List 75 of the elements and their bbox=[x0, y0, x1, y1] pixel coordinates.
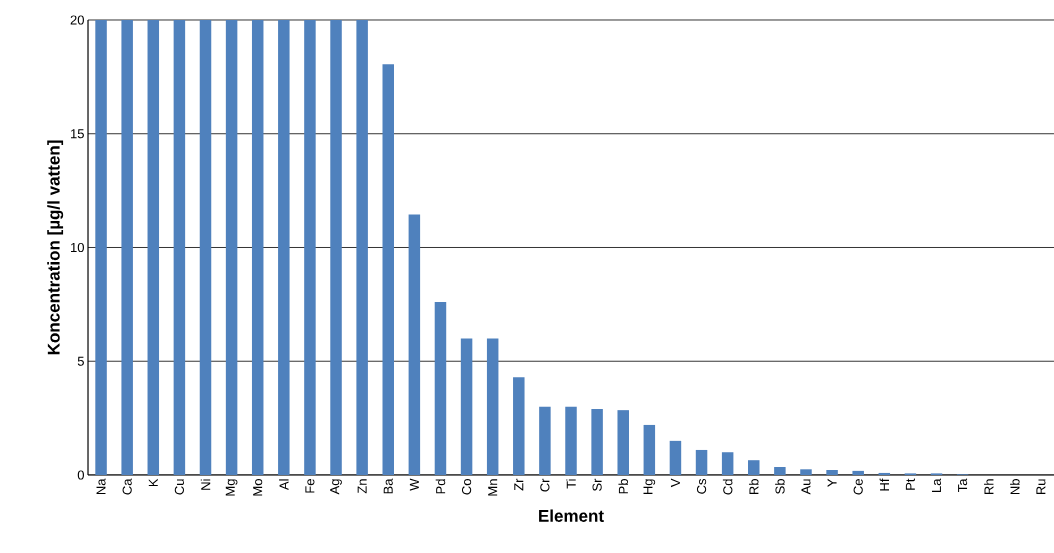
x-tick-label: Sr bbox=[592, 478, 602, 491]
bar bbox=[382, 64, 394, 475]
x-tick-label: Cs bbox=[696, 478, 707, 494]
bar bbox=[721, 452, 734, 475]
x-tick-label: Pd bbox=[435, 479, 446, 494]
bar bbox=[434, 302, 447, 475]
x-tick-label: K bbox=[148, 478, 158, 487]
x-tick-label: Zn bbox=[357, 479, 367, 494]
bar bbox=[330, 19, 342, 475]
x-tick-label: Ru bbox=[1036, 479, 1046, 495]
bar bbox=[121, 19, 133, 475]
x-tick-label: Ce bbox=[853, 479, 863, 495]
x-tick-label: Pt bbox=[905, 478, 915, 490]
x-tick-label: Ca bbox=[122, 478, 132, 495]
x-tick-label: La bbox=[931, 478, 942, 492]
x-tick-label: Au bbox=[801, 479, 811, 495]
x-tick-label: Zr bbox=[514, 478, 524, 491]
bar bbox=[173, 19, 186, 475]
bar bbox=[225, 19, 238, 475]
bar bbox=[591, 409, 603, 475]
x-tick-label: Ti bbox=[566, 479, 576, 489]
bar bbox=[852, 470, 864, 475]
bar bbox=[147, 19, 160, 475]
x-tick-label: Cu bbox=[174, 479, 184, 495]
x-tick-label: Rb bbox=[748, 479, 759, 495]
x-tick-label: Ag bbox=[330, 479, 342, 495]
bar bbox=[800, 469, 812, 475]
x-tick-label: Mg bbox=[225, 479, 238, 496]
bar bbox=[486, 338, 499, 475]
bar bbox=[460, 338, 473, 475]
x-tick-label: Na bbox=[96, 478, 106, 495]
bar bbox=[695, 449, 708, 475]
x-tick-label: Fe bbox=[305, 479, 315, 493]
bar bbox=[617, 410, 629, 475]
bar bbox=[878, 472, 891, 475]
x-tick-label: Ta bbox=[958, 478, 968, 492]
x-tick-label: Sb bbox=[775, 479, 785, 494]
bar bbox=[826, 469, 838, 475]
bar bbox=[356, 19, 368, 475]
x-tick-label: Al bbox=[279, 479, 289, 491]
bar bbox=[408, 214, 421, 475]
bar bbox=[565, 406, 577, 475]
bar bbox=[669, 440, 682, 475]
x-tick-label: Mn bbox=[488, 479, 498, 496]
bar bbox=[748, 460, 760, 475]
x-tick-label: Co bbox=[461, 479, 472, 495]
y-tick-label: 20 bbox=[70, 15, 84, 25]
x-tick-label: Pb bbox=[618, 479, 628, 494]
x-tick-label: Nb bbox=[1010, 479, 1020, 495]
bar bbox=[774, 467, 786, 475]
y-tick-label: 5 bbox=[77, 356, 84, 366]
bar bbox=[539, 406, 551, 475]
bar bbox=[251, 19, 264, 475]
bar bbox=[513, 377, 525, 475]
y-tick-label: 0 bbox=[77, 470, 84, 480]
x-axis-title: Element bbox=[539, 509, 604, 522]
x-tick-label: Ni bbox=[200, 479, 211, 490]
x-tick-label: V bbox=[670, 478, 680, 488]
bar bbox=[95, 19, 107, 475]
bar bbox=[278, 19, 290, 475]
x-tick-label: Ba bbox=[383, 478, 393, 494]
x-tick-label: Cd bbox=[722, 479, 733, 495]
x-tick-label: Hf bbox=[879, 478, 889, 491]
y-tick-label: 15 bbox=[71, 129, 84, 139]
bar bbox=[304, 19, 316, 475]
y-tick-label: 10 bbox=[71, 242, 84, 253]
x-tick-label: Mo bbox=[253, 479, 263, 496]
x-tick-label: W bbox=[409, 478, 419, 491]
x-tick-label: Hg bbox=[643, 479, 656, 495]
bar bbox=[643, 424, 656, 475]
x-tick-label: Rh bbox=[984, 479, 994, 495]
y-axis-title: Koncentration [µg/l vatten] bbox=[47, 140, 64, 355]
x-tick-label: Y bbox=[827, 478, 837, 487]
bar bbox=[199, 19, 212, 475]
x-tick-label: Cr bbox=[540, 478, 550, 492]
